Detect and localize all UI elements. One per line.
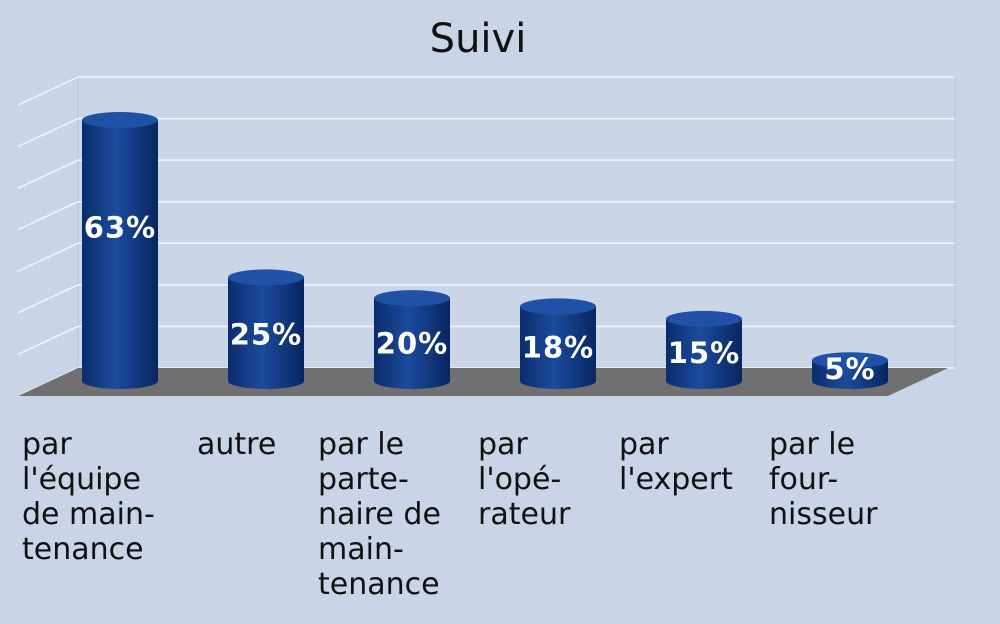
bar-top bbox=[228, 269, 304, 286]
category-label: par le parte-naire de main-tenance bbox=[318, 427, 441, 602]
bar-top bbox=[82, 112, 158, 128]
value-label: 5% bbox=[824, 352, 875, 386]
gridline-side bbox=[17, 284, 79, 314]
bar-body bbox=[812, 360, 888, 389]
gridline-side bbox=[17, 159, 79, 189]
bar-body bbox=[666, 318, 742, 389]
bar: 63% bbox=[82, 112, 158, 389]
bar: 15% bbox=[666, 310, 742, 389]
bar-top bbox=[666, 310, 742, 327]
value-label: 63% bbox=[84, 210, 156, 244]
chart-title: Suivi bbox=[430, 16, 527, 62]
bar: 20% bbox=[374, 290, 450, 389]
value-label: 25% bbox=[230, 317, 302, 351]
value-label: 20% bbox=[376, 327, 448, 361]
gridline-side bbox=[17, 76, 79, 106]
value-label: 18% bbox=[522, 330, 594, 364]
gridline-side bbox=[17, 201, 79, 231]
category-labels: par l'équipe de main-tenance autre par le par… bbox=[22, 427, 878, 602]
bar-top bbox=[812, 352, 888, 369]
bars-group: 63% 25% 20% 18% 15% 5% bbox=[82, 112, 888, 389]
category-label: autre bbox=[197, 427, 276, 462]
bar-top bbox=[520, 298, 596, 315]
bar-body bbox=[228, 277, 304, 389]
category-label: par l'équipe de main-tenance bbox=[22, 427, 155, 567]
bar-body bbox=[520, 306, 596, 389]
gridline-side bbox=[17, 117, 79, 148]
bar: 25% bbox=[228, 269, 304, 389]
chart-back-wall bbox=[77, 76, 956, 369]
bar: 5% bbox=[812, 352, 888, 389]
bar-body bbox=[374, 298, 450, 389]
bar-top bbox=[374, 290, 450, 307]
chart-grid bbox=[17, 76, 956, 397]
bar: 18% bbox=[520, 298, 596, 389]
category-label: par le four-nisseur bbox=[769, 427, 878, 532]
category-label: par l'expert bbox=[619, 427, 733, 497]
value-label: 15% bbox=[668, 336, 740, 370]
category-label: par l'opé-rateur bbox=[478, 427, 571, 532]
gridline-side bbox=[17, 242, 79, 272]
gridline-side bbox=[17, 325, 79, 356]
bar-body bbox=[82, 120, 158, 389]
